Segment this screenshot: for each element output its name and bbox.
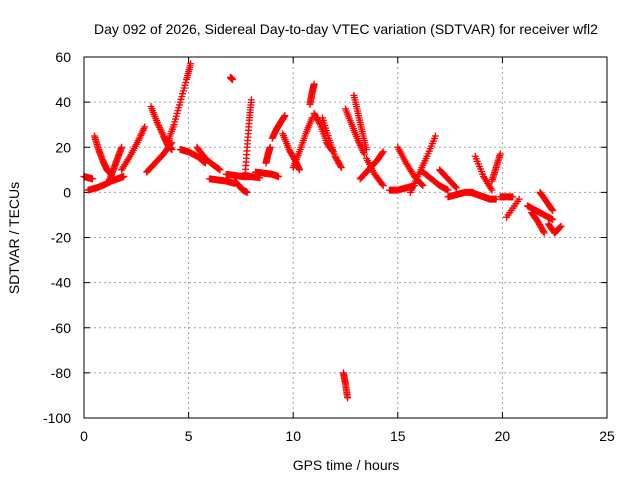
series-arc-34 <box>444 188 477 201</box>
series-arc-32 <box>419 168 452 194</box>
data-point <box>451 183 459 191</box>
y-tick-label: 60 <box>55 49 71 65</box>
data-point <box>509 193 517 201</box>
y-tick-label: 40 <box>55 94 71 110</box>
data-point <box>275 173 283 181</box>
data-point <box>431 132 439 140</box>
y-tick-label: -100 <box>43 410 71 426</box>
series-arc-36 <box>467 188 500 203</box>
data-point <box>378 149 386 157</box>
series-arc-08 <box>164 60 195 147</box>
series-arc-17 <box>262 143 274 167</box>
x-axis-title: GPS time / hours <box>293 457 400 473</box>
y-tick-label: -80 <box>51 365 71 381</box>
series-arc-10 <box>193 143 224 174</box>
data-point <box>492 195 500 203</box>
data-point <box>360 150 368 158</box>
y-tick-label: 20 <box>55 139 71 155</box>
series-arc-03 <box>90 132 115 178</box>
data-point <box>310 80 318 88</box>
data-point <box>120 173 128 181</box>
data-point <box>556 223 564 231</box>
x-tick-label: 25 <box>599 428 615 444</box>
series-arc-21 <box>306 80 318 108</box>
series-arc-35 <box>471 152 496 194</box>
data-point <box>444 186 452 194</box>
data-point <box>88 175 96 183</box>
data-point <box>216 166 224 174</box>
data-point <box>488 186 496 194</box>
series-arc-33 <box>436 166 460 192</box>
data-point <box>557 222 565 230</box>
data-point <box>141 123 149 131</box>
data-point <box>187 60 195 68</box>
series-arc-18 <box>268 112 289 142</box>
data-point <box>549 215 557 223</box>
chart-title: Day 092 of 2026, Sidereal Day-to-day VTE… <box>94 21 598 37</box>
series-arc-38 <box>496 193 517 201</box>
series-arc-37 <box>488 150 504 185</box>
series-arc-04 <box>105 143 126 185</box>
series-arc-24 <box>339 369 352 402</box>
series-arc-31 <box>406 132 439 196</box>
data-point <box>362 146 370 154</box>
y-tick-label: -20 <box>51 230 71 246</box>
data-point <box>540 229 548 237</box>
series-arc-15 <box>241 96 255 181</box>
x-tick-label: 5 <box>185 428 193 444</box>
data-point <box>418 180 426 188</box>
data-point <box>168 146 176 154</box>
data-point <box>515 195 523 203</box>
data-point <box>452 184 460 192</box>
data-point <box>419 182 427 190</box>
data-points <box>80 60 565 402</box>
series-arc-41 <box>528 209 548 237</box>
series-arc-11 <box>206 175 239 187</box>
data-point <box>229 76 237 84</box>
series-arc-43 <box>544 220 565 237</box>
data-point <box>379 182 387 190</box>
data-point <box>266 143 274 151</box>
data-point <box>344 394 352 402</box>
series-arc-09 <box>176 146 209 167</box>
series-arc-40 <box>524 202 557 223</box>
series-arc-14 <box>231 177 251 196</box>
data-point <box>496 150 504 158</box>
data-point <box>337 164 345 172</box>
x-tick-label: 15 <box>390 428 406 444</box>
y-tick-label: -40 <box>51 275 71 291</box>
data-point <box>243 188 251 196</box>
y-tick-label: -60 <box>51 320 71 336</box>
data-point <box>295 166 303 174</box>
y-axis-title: SDTVAR / TECUs <box>6 182 22 294</box>
plot-frame <box>83 56 608 419</box>
x-tick-label: 10 <box>285 428 301 444</box>
series-arc-05 <box>118 123 149 174</box>
y-tick-label: 0 <box>63 184 71 200</box>
data-point <box>549 206 557 214</box>
series-arc-26 <box>350 91 370 154</box>
series-arc-13 <box>226 73 237 84</box>
series-arc-25 <box>342 105 368 158</box>
tick-labels: 0 5 10 15 20 25 -100 -80 -60 -40 -20 0 20 40 60 <box>43 49 615 444</box>
series-arc-23 <box>318 114 345 172</box>
data-point <box>281 112 289 120</box>
x-tick-label: 20 <box>495 428 511 444</box>
data-point <box>337 162 345 170</box>
x-tick-label: 0 <box>80 428 88 444</box>
series-arc-20 <box>289 114 316 172</box>
data-point <box>247 96 255 104</box>
series-arc-42 <box>536 188 557 214</box>
series-arc-28 <box>362 155 387 190</box>
data-point <box>378 180 386 188</box>
data-point <box>539 228 547 236</box>
series-arc-39 <box>503 195 523 221</box>
data-point <box>118 143 126 151</box>
data-point <box>548 205 556 213</box>
series-arc-16 <box>252 168 283 181</box>
data-point <box>379 148 387 156</box>
